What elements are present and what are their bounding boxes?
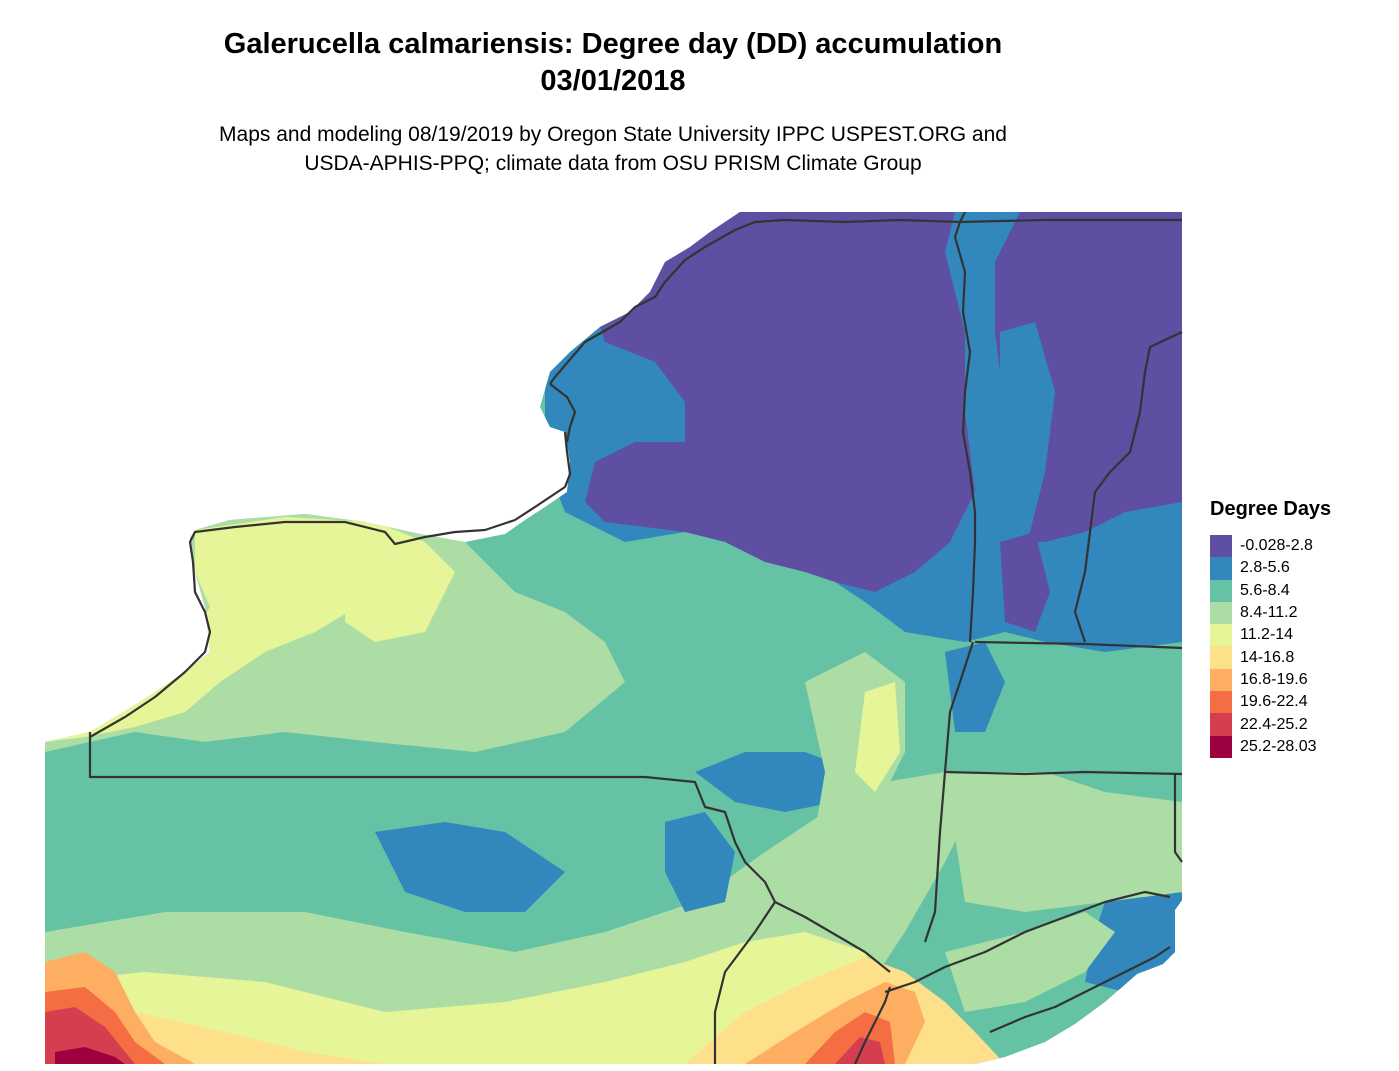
legend-swatch	[1210, 646, 1232, 669]
legend-swatch	[1210, 557, 1232, 580]
vt-nh-border	[1073, 331, 1183, 643]
zone-0-north	[585, 212, 975, 592]
legend-label: 25.2-28.03	[1240, 737, 1317, 755]
legend-swatch	[1210, 713, 1232, 736]
subtitle-line-2: USDA-APHIS-PPQ; climate data from OSU PR…	[304, 152, 922, 175]
legend-label: -0.028-2.8	[1240, 537, 1313, 555]
zone-11-2-ontario	[345, 562, 445, 642]
nyc-manhattan	[853, 986, 892, 1064]
ny-lake-shore	[89, 431, 572, 738]
legend-swatch	[1210, 535, 1232, 558]
map-subtitle: Maps and modeling 08/19/2019 by Oregon S…	[0, 120, 1226, 178]
map-title: Galerucella calmariensis: Degree day (DD…	[0, 26, 1226, 100]
legend-item: -0.028-2.8	[1210, 535, 1331, 558]
ri-border	[1173, 774, 1183, 863]
legend-label: 14-16.8	[1240, 648, 1295, 666]
zone-8-4-ct	[945, 772, 1182, 912]
zone-2-8-catskills	[695, 752, 845, 812]
st-lawrence	[549, 383, 577, 443]
zone-2-8-pa	[665, 812, 735, 912]
zone-11-2-south	[45, 932, 885, 1064]
zone-2-8-vt	[1000, 322, 1055, 552]
zone-2-8-ne-rhode	[945, 642, 1005, 732]
legend-label: 16.8-19.6	[1240, 670, 1308, 688]
legend-swatch	[1210, 624, 1232, 647]
zone-25-2-sw	[55, 1047, 125, 1064]
legend-swatch	[1210, 579, 1232, 602]
legend-item: 25.2-28.03	[1210, 735, 1331, 758]
legend-item: 11.2-14	[1210, 624, 1331, 647]
zone-0-vt-pocket	[1000, 532, 1050, 632]
vt-border	[953, 221, 977, 643]
legend-swatch	[1210, 668, 1232, 692]
degree-day-raster	[45, 212, 1182, 1064]
title-line-1: Galerucella calmariensis: Degree day (DD…	[223, 28, 1003, 60]
zone-2-8-southern-tier	[375, 822, 565, 912]
map-legend: Degree Days -0.028-2.8 2.8-5.6 5.6-8.4 8.4-…	[1210, 498, 1331, 758]
ny-pa-border	[88, 732, 891, 973]
legend-label: 2.8-5.6	[1240, 559, 1290, 577]
legend-item: 5.6-8.4	[1210, 579, 1331, 602]
legend-label: 19.6-22.4	[1240, 693, 1308, 711]
legend-label: 5.6-8.4	[1240, 581, 1290, 599]
subtitle-line-1: Maps and modeling 08/19/2019 by Oregon S…	[219, 123, 1007, 146]
legend-item: 22.4-25.2	[1210, 713, 1331, 736]
title-line-2: 03/01/2018	[540, 65, 686, 97]
legend-swatch	[1210, 601, 1232, 625]
zone-22-4-sw	[45, 1007, 135, 1064]
ma-northern	[974, 640, 1183, 650]
legend-item: 14-16.8	[1210, 646, 1331, 669]
legend-label: 8.4-11.2	[1240, 604, 1298, 622]
legend-item: 2.8-5.6	[1210, 557, 1331, 580]
legend-item: 8.4-11.2	[1210, 601, 1331, 625]
legend-item: 16.8-19.6	[1210, 668, 1331, 692]
ct-northern	[944, 770, 1183, 776]
long-island-south	[989, 946, 1171, 1034]
legend-swatch	[1210, 691, 1232, 714]
legend-label: 11.2-14	[1240, 626, 1294, 644]
state-boundaries	[88, 212, 1183, 1064]
legend-item: 19.6-22.4	[1210, 691, 1331, 714]
ny-vt-canada	[959, 218, 1182, 224]
legend-label: 22.4-25.2	[1240, 715, 1308, 733]
long-island	[884, 890, 1171, 994]
ny-northern-border	[549, 212, 966, 385]
zone-8-4-li	[945, 912, 1115, 1012]
zone-11-2-hudson	[855, 682, 900, 792]
legend-items: -0.028-2.8 2.8-5.6 5.6-8.4 8.4-11.2 11.2-14 1…	[1210, 535, 1331, 758]
pa-nj-border	[713, 901, 776, 1064]
legend-title: Degree Days	[1210, 498, 1332, 520]
degree-day-map	[45, 212, 1183, 1064]
legend-swatch	[1210, 735, 1232, 758]
